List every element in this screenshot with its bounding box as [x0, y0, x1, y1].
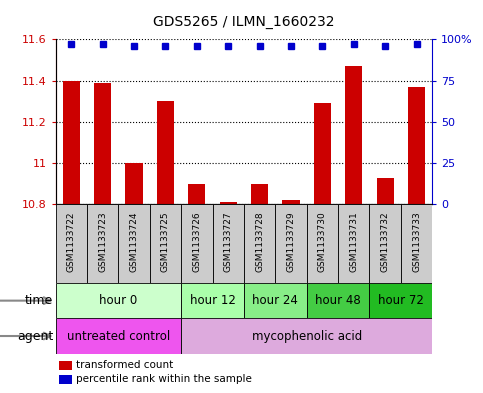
- Bar: [181, 204, 213, 283]
- Text: transformed count: transformed count: [76, 360, 173, 370]
- Bar: [181, 283, 244, 318]
- Text: GSM1133731: GSM1133731: [349, 212, 358, 272]
- Bar: [307, 204, 338, 283]
- Bar: [377, 178, 394, 204]
- Bar: [244, 283, 307, 318]
- Bar: [150, 204, 181, 283]
- Bar: [126, 163, 142, 204]
- Text: GSM1133726: GSM1133726: [192, 212, 201, 272]
- Bar: [251, 184, 268, 204]
- Text: hour 12: hour 12: [190, 294, 235, 307]
- Text: GSM1133728: GSM1133728: [255, 212, 264, 272]
- Text: GSM1133729: GSM1133729: [286, 212, 296, 272]
- Bar: [401, 204, 432, 283]
- Bar: [369, 204, 401, 283]
- Text: percentile rank within the sample: percentile rank within the sample: [76, 375, 252, 384]
- Bar: [56, 318, 181, 354]
- Text: GSM1133733: GSM1133733: [412, 212, 421, 272]
- Bar: [338, 204, 369, 283]
- Bar: [56, 283, 181, 318]
- Text: hour 48: hour 48: [315, 294, 361, 307]
- Text: untreated control: untreated control: [67, 329, 170, 343]
- Bar: [283, 200, 299, 204]
- Text: GSM1133727: GSM1133727: [224, 212, 233, 272]
- Bar: [345, 66, 362, 204]
- Bar: [63, 81, 80, 204]
- Bar: [59, 375, 72, 384]
- Text: agent: agent: [17, 329, 53, 343]
- Text: mycophenolic acid: mycophenolic acid: [252, 329, 362, 343]
- Text: GDS5265 / ILMN_1660232: GDS5265 / ILMN_1660232: [153, 15, 335, 29]
- Bar: [157, 101, 174, 204]
- Bar: [369, 283, 432, 318]
- Bar: [118, 204, 150, 283]
- Text: GSM1133724: GSM1133724: [129, 212, 139, 272]
- Text: GSM1133722: GSM1133722: [67, 212, 76, 272]
- Bar: [87, 204, 118, 283]
- Text: GSM1133732: GSM1133732: [381, 212, 390, 272]
- Text: GSM1133723: GSM1133723: [98, 212, 107, 272]
- Bar: [307, 283, 369, 318]
- Bar: [56, 204, 87, 283]
- Bar: [220, 202, 237, 204]
- Bar: [181, 318, 432, 354]
- Bar: [59, 361, 72, 369]
- Bar: [275, 204, 307, 283]
- Bar: [314, 103, 331, 204]
- Bar: [94, 83, 111, 204]
- Text: hour 72: hour 72: [378, 294, 424, 307]
- Bar: [213, 204, 244, 283]
- Text: time: time: [25, 294, 53, 307]
- Text: GSM1133730: GSM1133730: [318, 212, 327, 272]
- Text: hour 24: hour 24: [253, 294, 298, 307]
- Bar: [408, 87, 425, 204]
- Text: hour 0: hour 0: [99, 294, 138, 307]
- Text: GSM1133725: GSM1133725: [161, 212, 170, 272]
- Bar: [244, 204, 275, 283]
- Bar: [188, 184, 205, 204]
